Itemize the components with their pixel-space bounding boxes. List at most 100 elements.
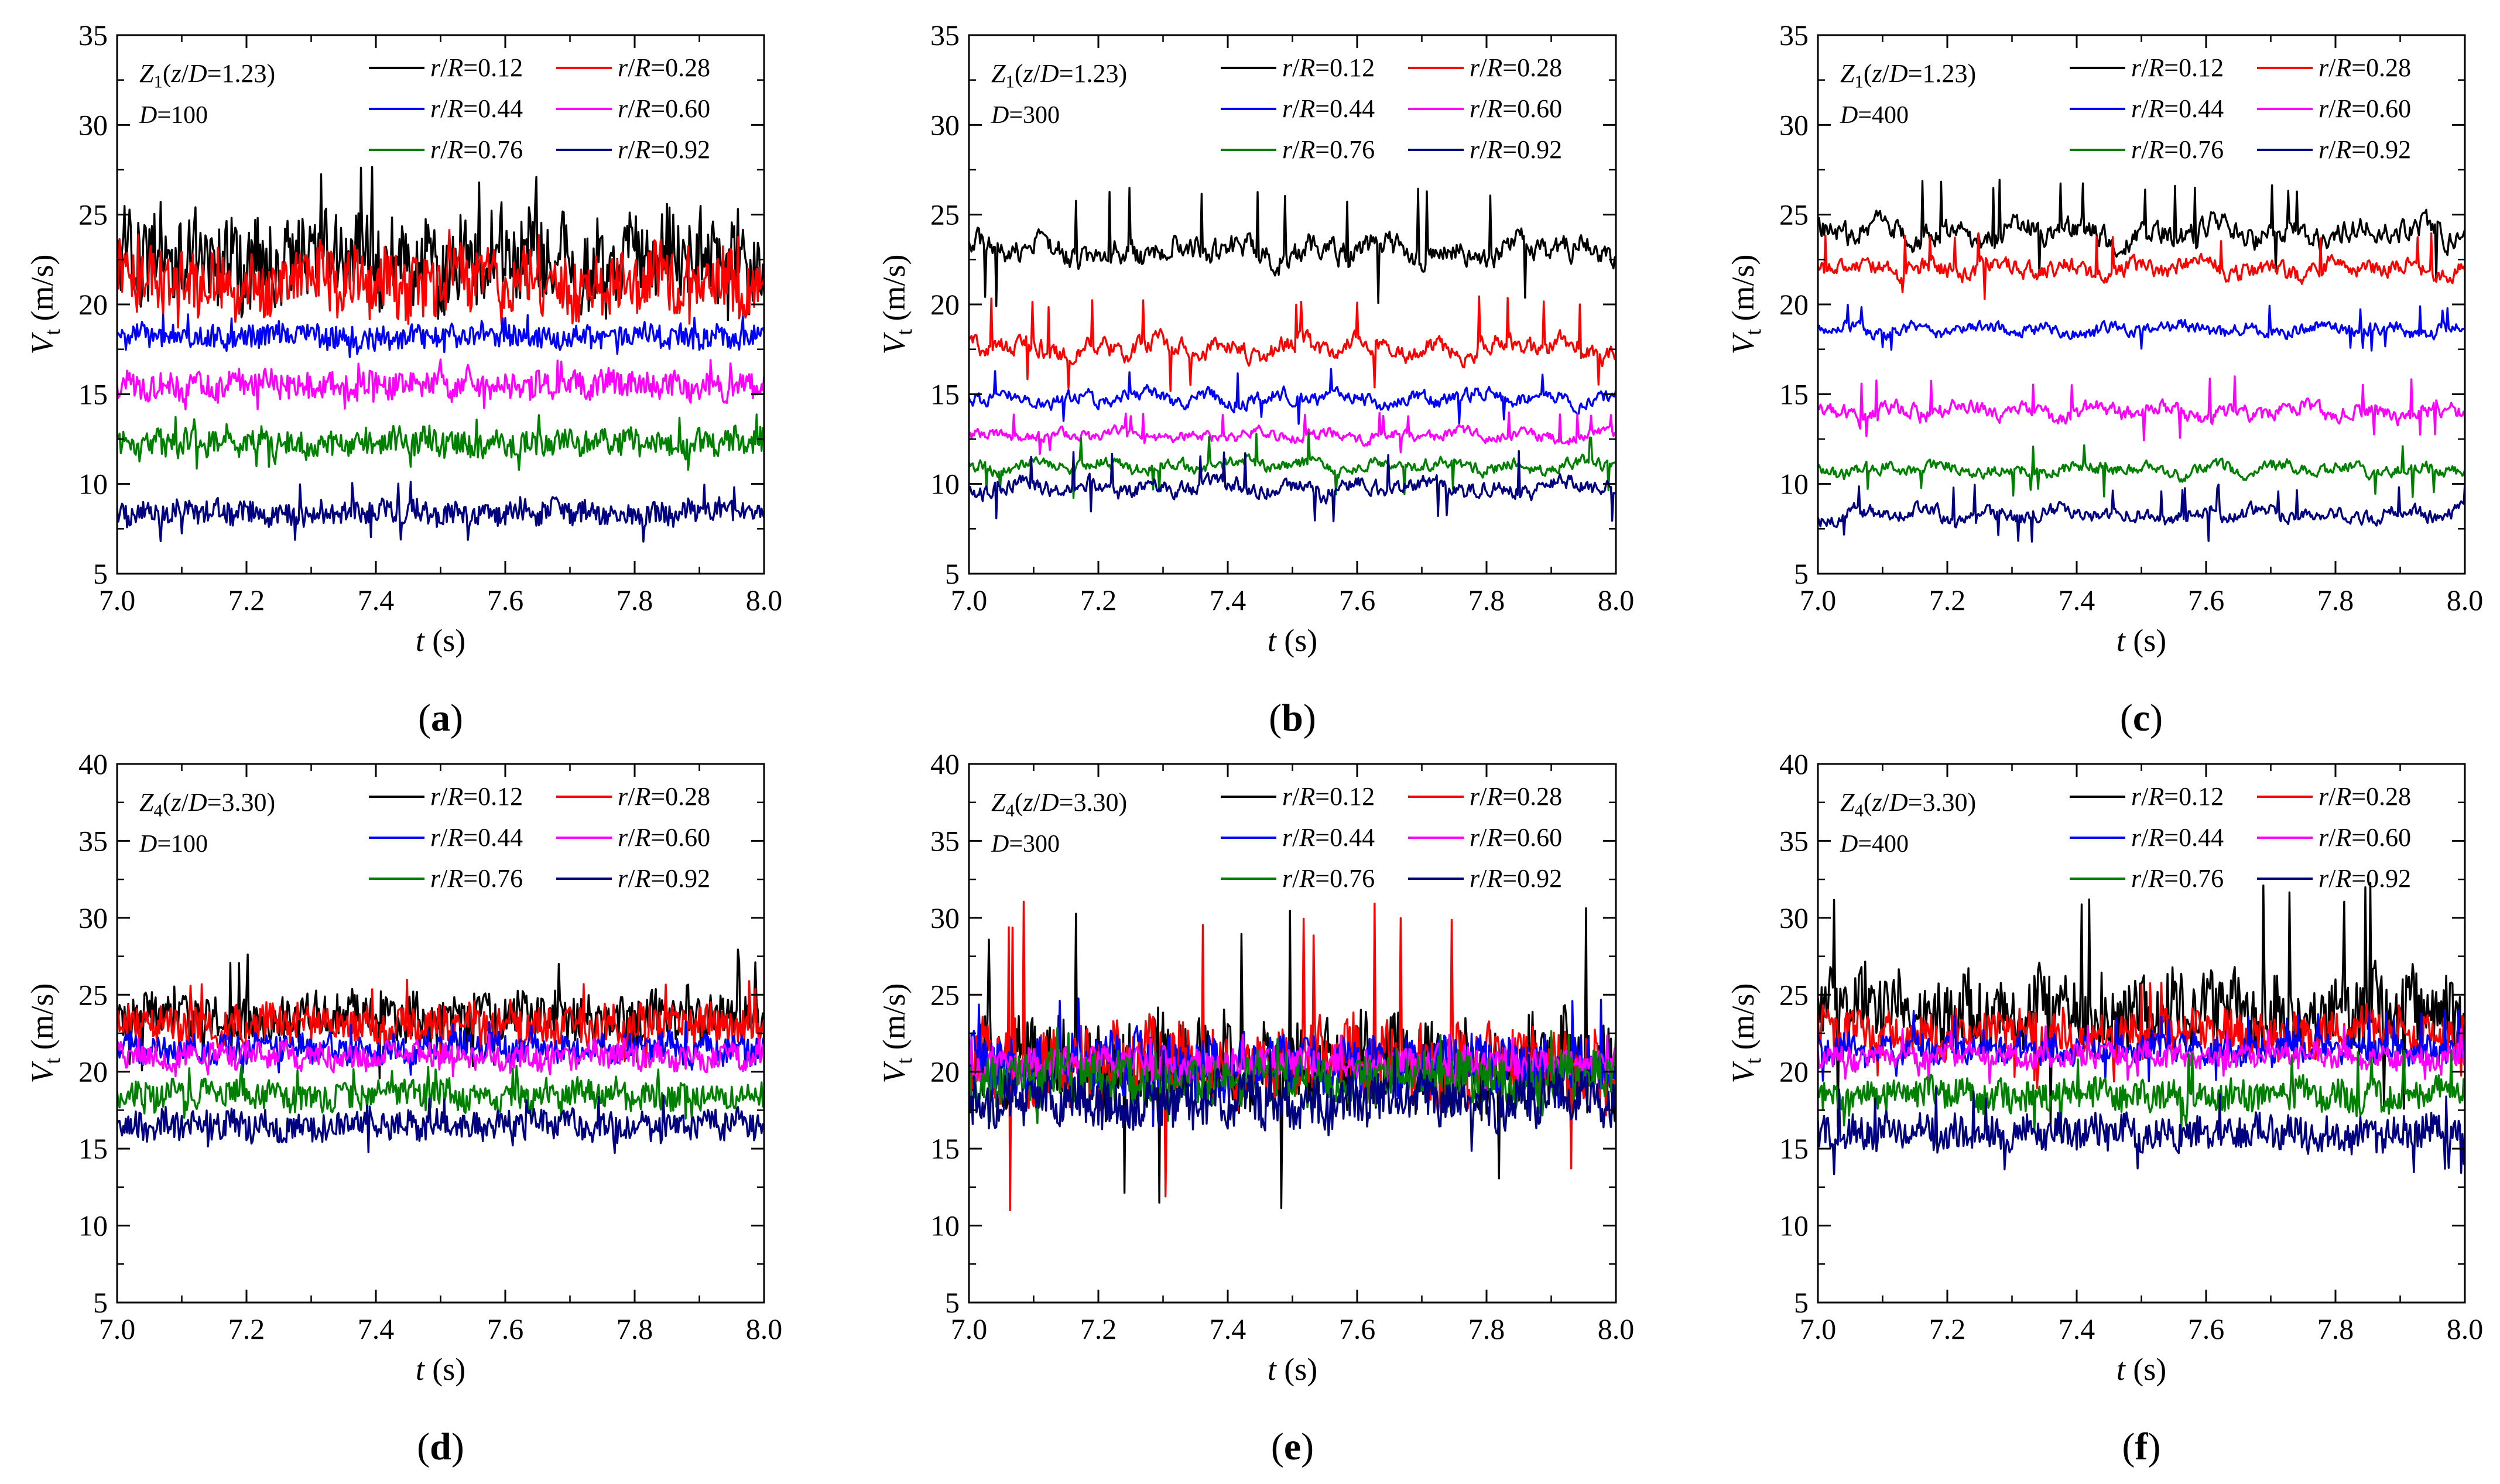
series-group	[969, 187, 1616, 523]
legend-label: r/R=0.92	[618, 135, 710, 164]
x-axis-label: t (s)	[1268, 1352, 1318, 1387]
y-tick-label: 25	[1779, 198, 1809, 231]
y-tick-label: 5	[93, 1286, 108, 1319]
x-tick-label: 8.0	[1598, 584, 1635, 616]
y-tick-label: 15	[930, 1132, 960, 1165]
y-tick-label: 30	[1779, 108, 1809, 141]
x-tick-label: 8.0	[746, 1312, 783, 1345]
y-tick-label: 10	[78, 1209, 108, 1242]
series-line-092	[117, 481, 764, 543]
x-tick-label: 7.0	[99, 584, 136, 616]
series-line-044	[1818, 304, 2465, 352]
series-line-012	[1818, 179, 2465, 281]
y-tick-label: 15	[1779, 378, 1809, 410]
x-tick-label: 7.4	[358, 1312, 395, 1345]
x-tick-label: 7.0	[951, 584, 988, 616]
chart-panel-d: 7.0 7.2 7.4 7.6 7.8 8.0 5 10 15 20 25 30 35 40 t (s) Vt…	[25, 748, 782, 1468]
x-tick-label: 7.8	[1468, 1312, 1505, 1345]
y-tick-label: 35	[930, 824, 960, 857]
y-tick-label: 20	[930, 288, 960, 321]
x-tick-label: 7.4	[358, 584, 395, 616]
panel-label: (d)	[417, 1425, 464, 1468]
legend-label: r/R=0.44	[2131, 94, 2224, 123]
diameter-label: D=400	[1840, 831, 1909, 858]
legend-label: r/R=0.28	[618, 782, 710, 811]
legend-label: r/R=0.60	[2319, 823, 2411, 852]
legend-label: r/R=0.92	[2319, 135, 2411, 164]
legend-label: r/R=0.76	[430, 135, 523, 164]
location-label: Z4(z/D=3.30)	[139, 788, 275, 821]
x-tick-label: 8.0	[2447, 584, 2484, 616]
legend-label: r/R=0.12	[1282, 782, 1375, 811]
y-tick-label: 25	[1779, 978, 1809, 1011]
series-line-012	[969, 187, 1616, 307]
legend-label: r/R=0.60	[618, 94, 710, 123]
y-tick-label: 20	[78, 288, 108, 321]
y-tick-label: 30	[1779, 902, 1809, 934]
legend-label: r/R=0.28	[2319, 782, 2411, 811]
diameter-label: D=100	[139, 102, 208, 129]
series-line-076	[117, 1064, 764, 1121]
y-axis-label: Vt (m/s)	[876, 983, 917, 1083]
y-tick-label: 10	[78, 468, 108, 501]
y-tick-label: 15	[1779, 1132, 1809, 1165]
x-tick-label: 7.2	[1080, 584, 1117, 616]
y-tick-label: 25	[930, 198, 960, 231]
y-axis-label: Vt (m/s)	[1725, 254, 1766, 354]
x-tick-label: 7.6	[1339, 584, 1376, 616]
diameter-label: D=300	[991, 831, 1060, 858]
y-tick-label: 40	[78, 748, 108, 780]
series-line-044	[117, 313, 764, 358]
x-tick-label: 7.0	[1800, 584, 1837, 616]
legend-label: r/R=0.28	[1470, 53, 1562, 82]
x-tick-label: 7.2	[1929, 1312, 1966, 1345]
x-tick-label: 8.0	[2447, 1312, 2484, 1345]
chart-panel-a: 7.0 7.2 7.4 7.6 7.8 8.0 5 10 15 20 25 30 35 t (s) Vt (…	[25, 19, 782, 739]
y-tick-label: 35	[78, 824, 108, 857]
series-line-076	[117, 413, 764, 471]
y-tick-label: 10	[1779, 468, 1809, 501]
x-tick-label: 7.2	[228, 584, 265, 616]
x-tick-label: 7.2	[1080, 1312, 1117, 1345]
y-axis-label: Vt (m/s)	[25, 983, 65, 1083]
legend-label: r/R=0.92	[2319, 864, 2411, 893]
legend-label: r/R=0.44	[1282, 823, 1375, 852]
chart-panel-c: 7.0 7.2 7.4 7.6 7.8 8.0 5 10 15 20 25 30 35 t (s) Vt (…	[1725, 19, 2483, 739]
y-tick-label: 20	[930, 1055, 960, 1088]
y-tick-label: 10	[1779, 1209, 1809, 1242]
y-tick-label: 25	[78, 978, 108, 1011]
y-tick-label: 30	[930, 108, 960, 141]
chart-panel-b: 7.0 7.2 7.4 7.6 7.8 8.0 5 10 15 20 25 30 35 t (s) Vt (…	[876, 19, 1634, 739]
series-line-028	[1818, 232, 2465, 300]
y-tick-label: 10	[930, 468, 960, 501]
legend-label: r/R=0.12	[2131, 53, 2224, 82]
legend-label: r/R=0.44	[430, 823, 523, 852]
legend-label: r/R=0.44	[1282, 94, 1375, 123]
legend-label: r/R=0.92	[618, 864, 710, 893]
y-axis-label: Vt (m/s)	[876, 254, 917, 354]
y-tick-label: 15	[78, 1132, 108, 1165]
y-tick-label: 20	[78, 1055, 108, 1088]
x-tick-label: 7.2	[228, 1312, 265, 1345]
location-label: Z1(z/D=1.23)	[991, 59, 1127, 92]
y-tick-label: 5	[1794, 557, 1809, 590]
series-group	[969, 900, 1616, 1212]
panel-label: (c)	[2120, 697, 2163, 739]
legend-label: r/R=0.60	[2319, 94, 2411, 123]
legend-label: r/R=0.76	[2131, 864, 2224, 893]
series-line-092	[117, 1094, 764, 1154]
series-line-092	[1818, 1087, 2465, 1175]
series-line-012	[117, 166, 764, 321]
series-line-060	[969, 411, 1616, 455]
series-group	[117, 166, 764, 543]
series-line-092	[969, 1047, 1616, 1152]
y-tick-label: 5	[945, 1286, 960, 1319]
diameter-label: D=100	[139, 831, 208, 858]
series-line-028	[117, 229, 764, 329]
legend-label: r/R=0.76	[430, 864, 523, 893]
x-tick-label: 7.2	[1929, 584, 1966, 616]
series-line-012	[1818, 882, 2465, 1128]
panel-label: (e)	[1271, 1425, 1314, 1468]
location-label: Z1(z/D=1.23)	[139, 59, 275, 92]
